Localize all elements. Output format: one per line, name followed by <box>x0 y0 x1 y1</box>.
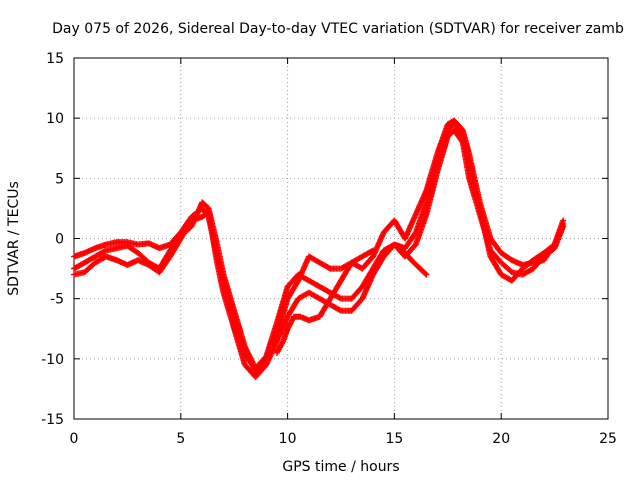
y-tick-label: 5 <box>55 171 64 187</box>
y-tick-label: 15 <box>46 51 64 67</box>
data-points <box>71 117 567 380</box>
chart-title: Day 075 of 2026, Sidereal Day-to-day VTE… <box>52 21 624 37</box>
y-tick-label: 0 <box>55 232 64 248</box>
data-point <box>560 221 567 228</box>
x-tick-label: 15 <box>385 431 403 447</box>
x-tick-label: 5 <box>176 431 185 447</box>
y-tick-label: 10 <box>46 111 64 127</box>
x-tick-label: 0 <box>70 431 79 447</box>
x-axis-label: GPS time / hours <box>282 459 399 475</box>
data-point <box>370 247 377 254</box>
x-tick-label: 25 <box>599 431 617 447</box>
y-axis-label: SDTVAR / TECUs <box>6 181 22 296</box>
grid <box>74 58 608 419</box>
ticks: 0 5 10 15 20 25 -15 -10 -5 0 5 10 15 <box>41 51 617 447</box>
y-tick-label: -5 <box>50 292 64 308</box>
y-tick-label: -15 <box>41 412 64 428</box>
y-tick-label: -10 <box>41 352 64 368</box>
x-tick-label: 20 <box>492 431 510 447</box>
x-tick-label: 10 <box>279 431 297 447</box>
